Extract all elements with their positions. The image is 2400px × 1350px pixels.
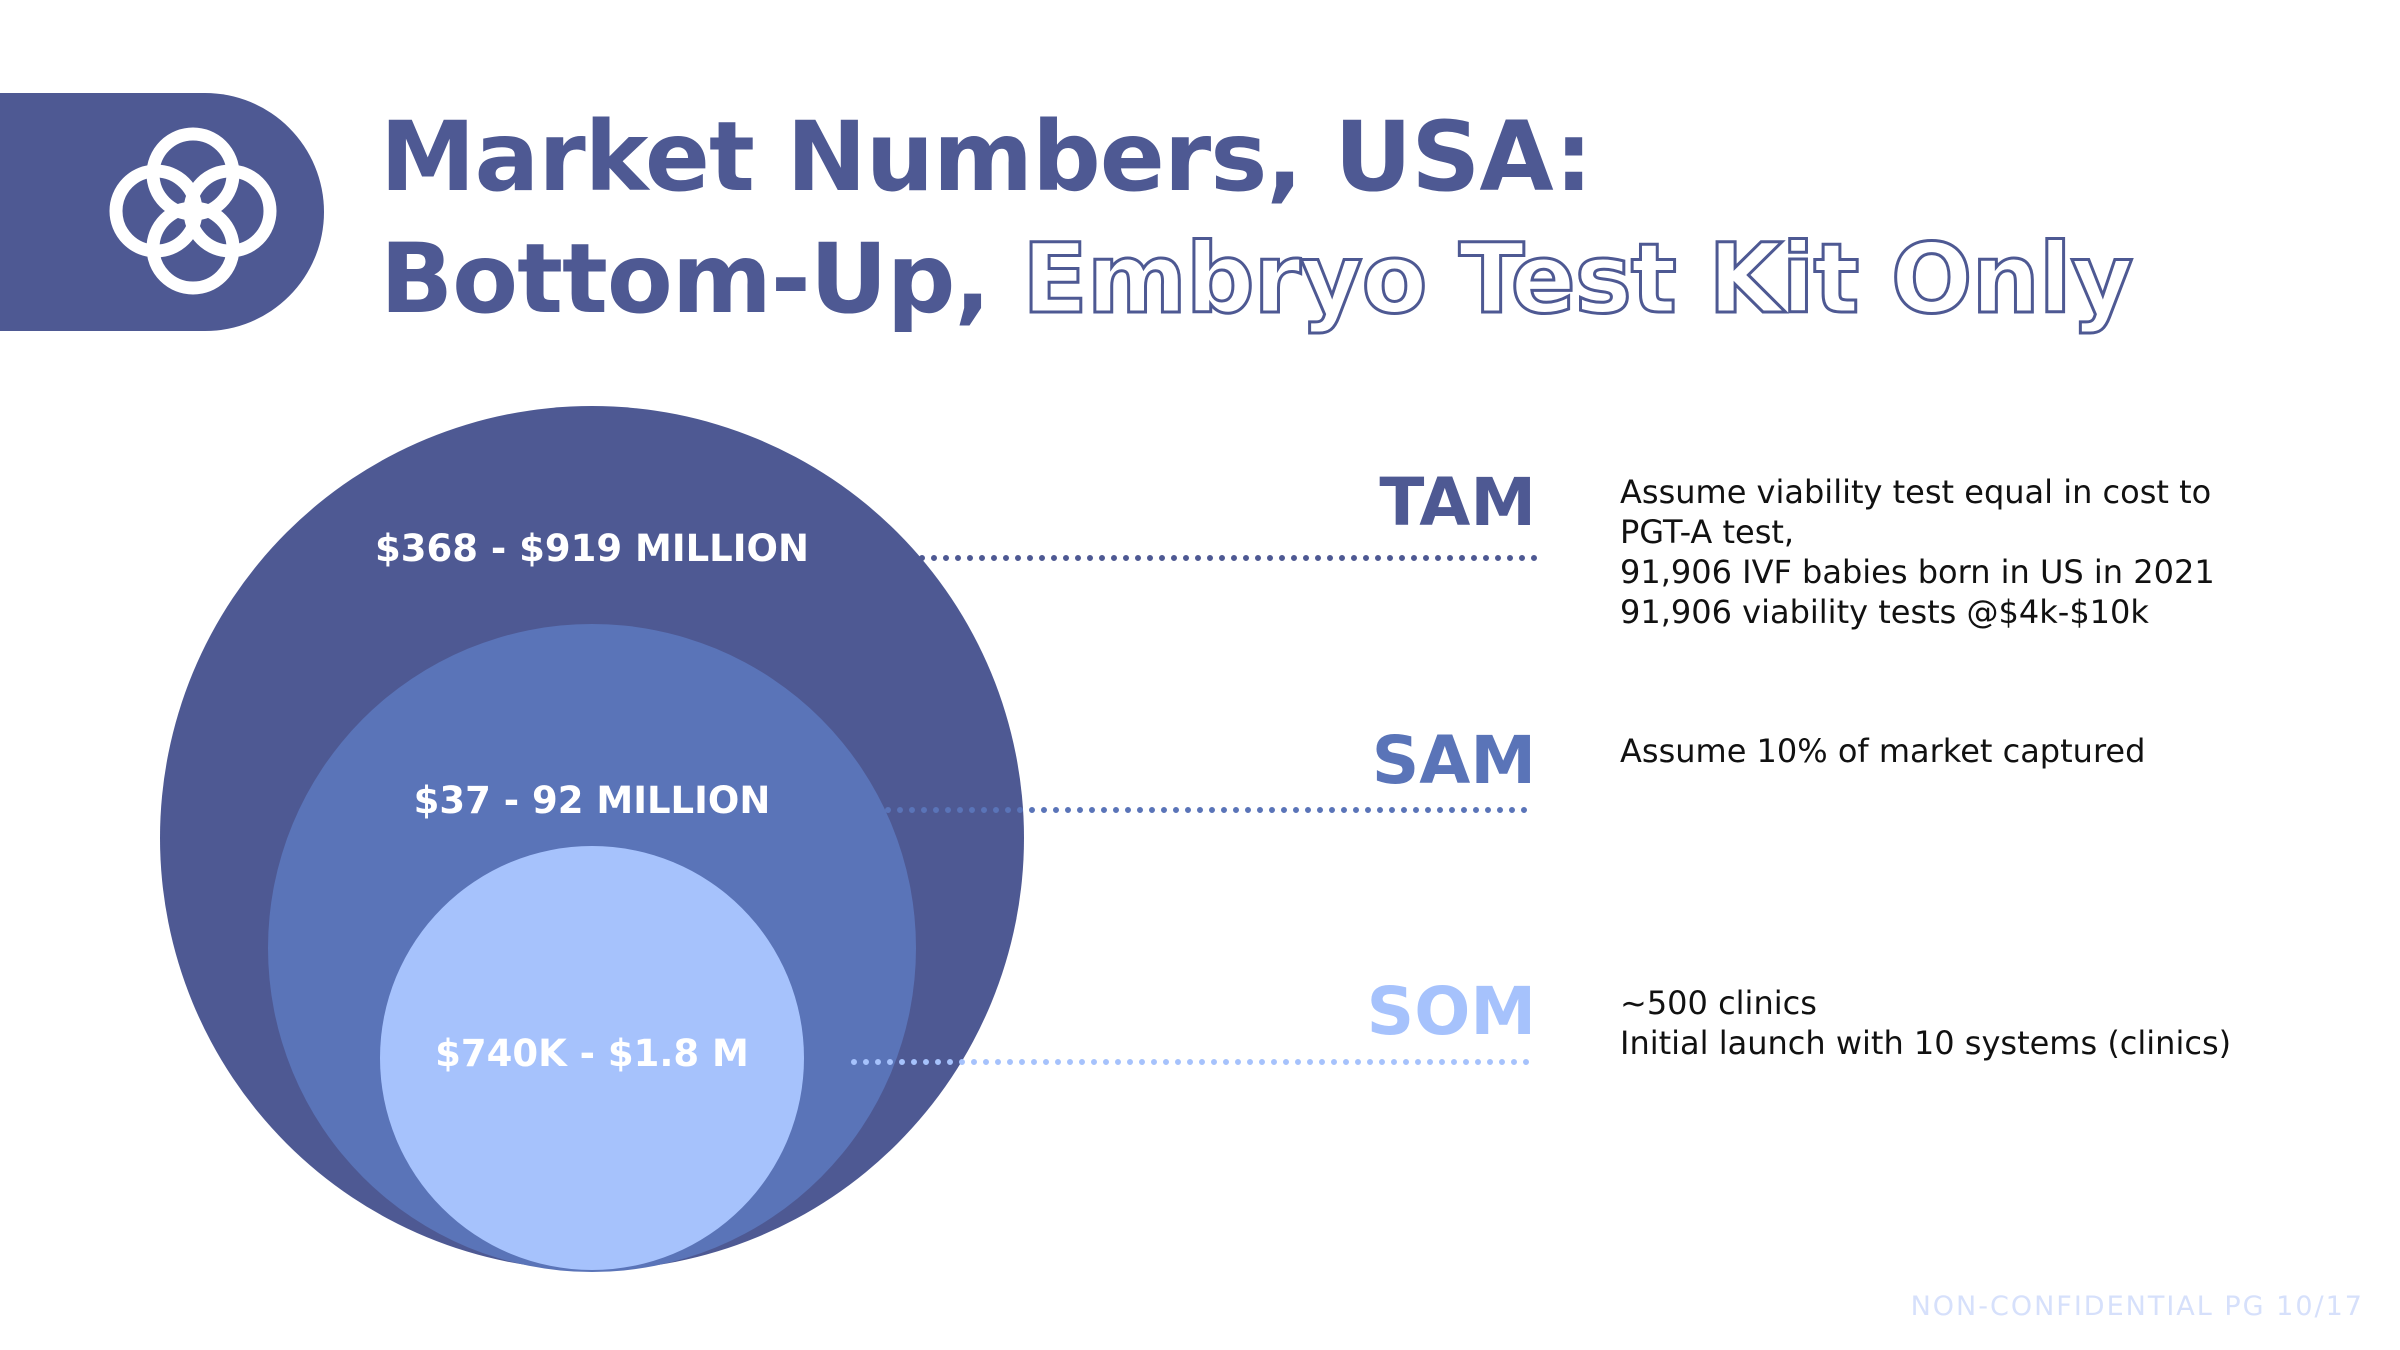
interlocking-rings-logo-icon <box>109 127 277 295</box>
som-description-line: Initial launch with 10 systems (clinics) <box>1620 1024 2232 1062</box>
title-line-2-outline: Embryo Test Kit Only <box>1021 222 2135 337</box>
sam-description: Assume 10% of market captured <box>1620 731 2145 771</box>
sam-value-label: $37 - 92 MILLION <box>413 779 771 822</box>
title-line-2: Bottom-Up, Embryo Test Kit Only <box>380 218 2135 340</box>
page-footer: NON-CONFIDENTIAL PG 10/17 <box>1910 1291 2364 1322</box>
tam-tier-label: TAM <box>1379 464 1536 541</box>
tam-description-line: Assume viability test equal in cost to <box>1620 473 2212 511</box>
title-line-2-solid: Bottom-Up, <box>380 223 991 335</box>
som-description: ~500 clinics Initial launch with 10 syst… <box>1620 983 2231 1063</box>
title-line-1: Market Numbers, USA: <box>380 101 1593 213</box>
tam-description: Assume viability test equal in cost to P… <box>1620 472 2215 632</box>
som-circle <box>380 846 804 1270</box>
tam-description-line: PGT-A test, <box>1620 513 1795 551</box>
som-value-label: $740K - $1.8 M <box>435 1032 749 1075</box>
sam-description-line: Assume 10% of market captured <box>1620 732 2146 770</box>
som-tier-label: SOM <box>1366 973 1536 1050</box>
logo-tab <box>0 93 324 331</box>
sam-tier-label: SAM <box>1371 722 1536 799</box>
tam-value-label: $368 - $919 MILLION <box>375 527 809 570</box>
page-title: Market Numbers, USA: Bottom-Up, Embryo T… <box>380 96 2135 340</box>
tam-description-line: 91,906 IVF babies born in US in 2021 <box>1620 553 2215 591</box>
tam-description-line: 91,906 viability tests @$4k-$10k <box>1620 593 2149 631</box>
som-description-line: ~500 clinics <box>1620 984 1817 1022</box>
